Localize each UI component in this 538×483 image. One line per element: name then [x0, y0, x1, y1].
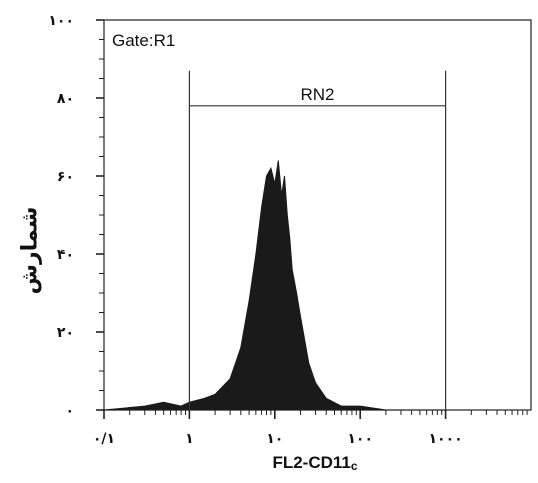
histogram-area	[103, 160, 446, 411]
x-axis-title-sub: c	[350, 459, 358, 473]
y-axis: ۰ ۲۰ ۴۰ ۶۰ ۸۰ ۱۰۰	[48, 13, 104, 419]
data-layer	[103, 160, 446, 411]
x-tick-label: ۱۰	[266, 431, 283, 447]
y-tick-label: ۶۰	[57, 169, 74, 185]
x-tick-label: ۱	[185, 431, 194, 447]
x-axis-title-main: FL2-CD11	[272, 453, 351, 472]
y-tick-label: ۴۰	[57, 247, 74, 263]
region-label: RN2	[300, 85, 334, 104]
x-tick-label: ۱۰۰	[347, 431, 373, 447]
y-axis-title-box: شمارش	[10, 150, 50, 350]
plot-frame	[103, 19, 532, 411]
region-marker: RN2	[188, 70, 447, 410]
x-tick-label: ۰/۱	[93, 431, 115, 447]
y-axis-title: شمارش	[17, 206, 43, 294]
y-tick-label: ۱۰۰	[48, 13, 74, 29]
x-axis-title: FL2-CD11c	[200, 453, 430, 473]
x-tick-label: ۱۰۰۰	[429, 431, 463, 447]
gate-label: Gate:R1	[112, 31, 175, 50]
y-tick-label: ۰	[65, 403, 74, 419]
x-axis: ۰/۱ ۱ ۱۰ ۱۰۰ ۱۰۰۰	[93, 410, 528, 447]
y-tick-label: ۸۰	[57, 91, 74, 107]
y-tick-label: ۲۰	[57, 325, 74, 341]
